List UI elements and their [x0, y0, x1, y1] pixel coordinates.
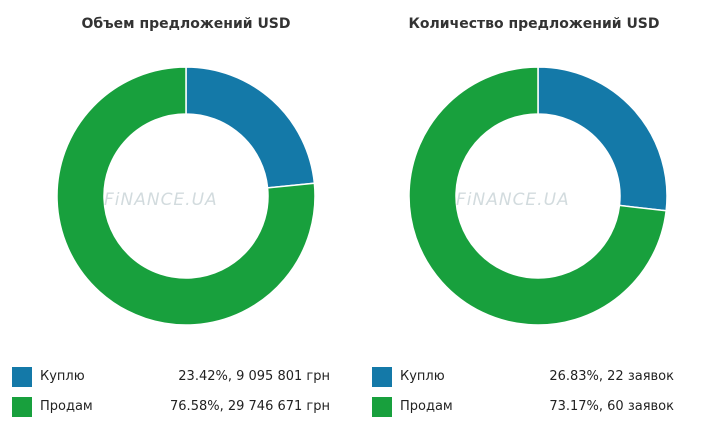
chart-title: Объем предложений USD — [81, 16, 291, 32]
legend-value: 23.42%, 9 095 801 грн — [178, 369, 330, 384]
legend-swatch-buy — [12, 367, 32, 387]
legend-label: Куплю — [40, 369, 85, 384]
legend: Куплю 26.83%, 22 заявок Продам 73.17%, 6… — [372, 366, 702, 426]
legend-label: Продам — [400, 399, 453, 414]
legend-swatch-buy — [372, 367, 392, 387]
legend-item-buy: Куплю 23.42%, 9 095 801 грн — [12, 366, 342, 396]
legend-label: Куплю — [400, 369, 445, 384]
legend-item-sell: Продам 73.17%, 60 заявок — [372, 396, 702, 426]
watermark-logo: FiNANCE.UA — [456, 190, 570, 210]
chart-panel-count: Количество предложений USD FiNANCE.UA Ку… — [360, 0, 720, 442]
legend: Куплю 23.42%, 9 095 801 грн Продам 76.58… — [12, 366, 342, 426]
legend-swatch-sell — [12, 397, 32, 417]
legend-item-buy: Куплю 26.83%, 22 заявок — [372, 366, 702, 396]
legend-value: 76.58%, 29 746 671 грн — [170, 399, 330, 414]
legend-item-sell: Продам 76.58%, 29 746 671 грн — [12, 396, 342, 426]
legend-value: 26.83%, 22 заявок — [549, 369, 674, 384]
legend-swatch-sell — [372, 397, 392, 417]
chart-panel-volume: Объем предложений USD FiNANCE.UA Куплю 2… — [12, 16, 342, 426]
donut-chart-count — [408, 66, 668, 326]
donut-slice-sell[interactable] — [408, 66, 667, 326]
donut-slice-sell[interactable] — [56, 66, 316, 326]
donut-slice-buy[interactable] — [185, 66, 316, 189]
watermark-logo: FiNANCE.UA — [104, 190, 218, 210]
chart-title: Количество предложений USD — [408, 16, 660, 32]
legend-label: Продам — [40, 399, 93, 414]
donut-chart-volume — [56, 66, 316, 326]
legend-value: 73.17%, 60 заявок — [549, 399, 674, 414]
